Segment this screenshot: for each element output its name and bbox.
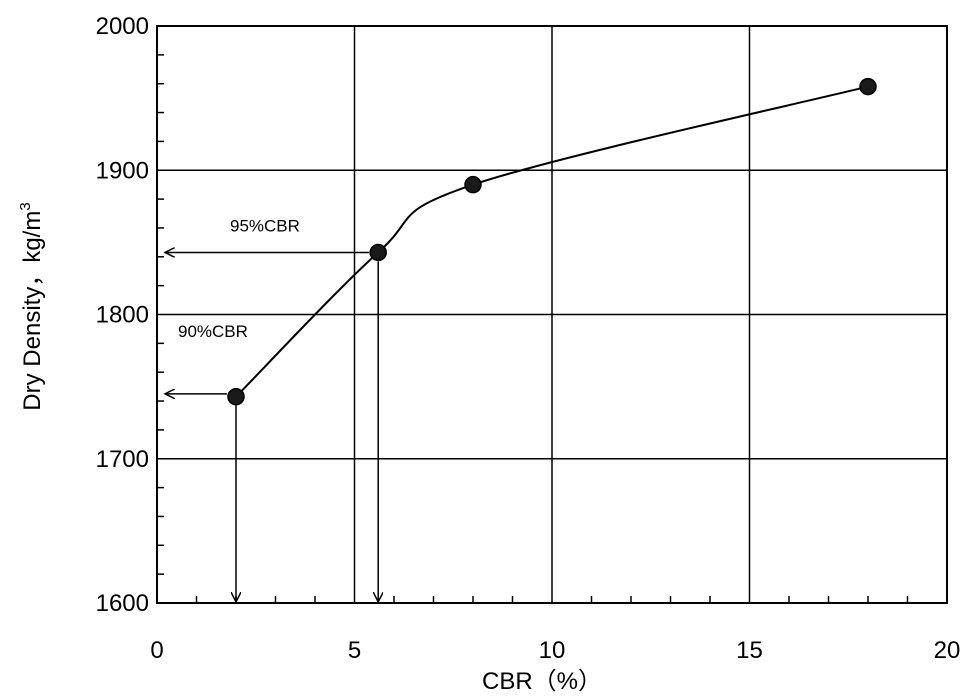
y-tick-label: 1600 [96, 590, 149, 617]
y-axis-title-main: Dry Density，kg/m [19, 211, 46, 411]
minor-ticks [157, 54, 909, 603]
y-tick-label: 1800 [96, 302, 149, 329]
y-tick-labels: 1600 1700 1800 1900 2000 [96, 13, 149, 617]
data-point [369, 243, 387, 262]
annotation-label: 95%CBR [230, 216, 300, 235]
grid [157, 26, 947, 603]
y-tick-label: 1900 [96, 157, 149, 184]
x-axis-title: CBR（%） [482, 668, 602, 695]
annotation-arrows [165, 252, 378, 602]
data-point [227, 387, 245, 406]
x-tick-label: 20 [934, 637, 961, 664]
y-tick-label: 1700 [96, 446, 149, 473]
data-point [464, 175, 482, 194]
x-tick-label: 0 [150, 637, 163, 664]
x-tick-label: 15 [736, 637, 763, 664]
data-points [227, 77, 877, 406]
data-point [859, 77, 877, 96]
annotation-label: 90%CBR [178, 322, 248, 341]
x-tick-label: 5 [348, 637, 361, 664]
x-tick-label: 10 [539, 637, 566, 664]
y-tick-label: 2000 [96, 13, 149, 40]
annotation-labels: 95%CBR 90%CBR [178, 216, 300, 340]
x-tick-labels: 0 5 10 15 20 [150, 637, 960, 664]
y-axis-title-superscript: 3 [17, 202, 34, 210]
plot-frame [156, 25, 948, 604]
series-curve [235, 85, 869, 398]
y-axis-title: Dry Density，kg/m3 [17, 202, 46, 410]
